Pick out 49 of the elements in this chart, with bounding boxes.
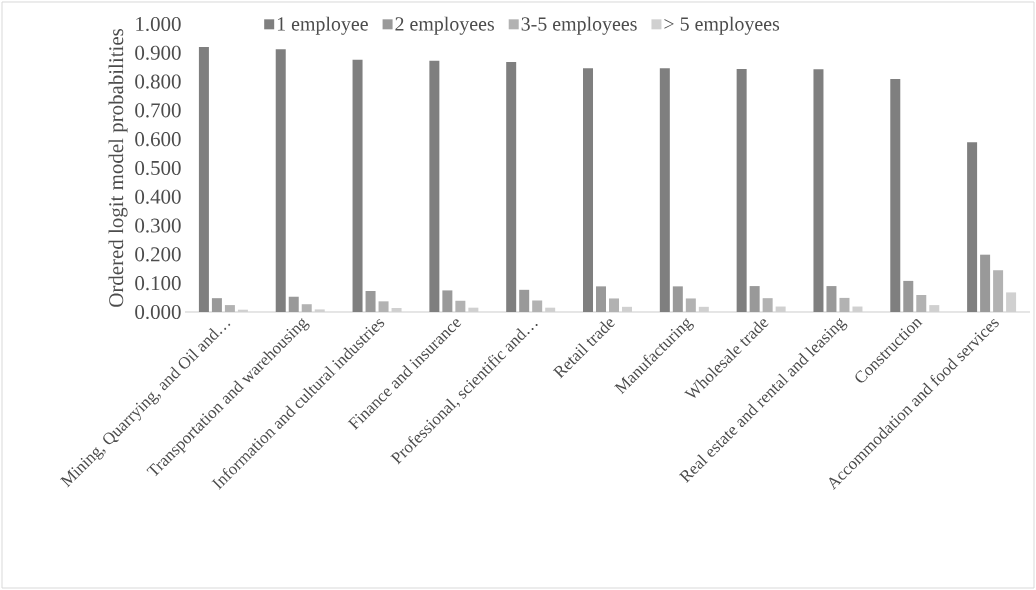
y-tick-label: 0.100 [135,276,181,291]
bar [609,298,620,312]
bar [967,142,978,312]
bar [442,290,453,312]
y-tick-label: 0.800 [135,74,181,89]
bar [301,304,312,312]
y-tick-label: 0.200 [135,247,181,262]
bar [749,286,760,312]
bar [583,68,593,312]
y-tick-label: 0.900 [135,45,181,60]
bar [993,270,1004,312]
bar [506,62,517,312]
legend-label: 1 employee [277,16,368,35]
bar [685,298,696,312]
bar [839,297,850,312]
bar [736,68,747,312]
bar [519,289,530,312]
bar [980,254,991,312]
bar [455,300,466,312]
bar [826,286,837,312]
bar [813,69,824,312]
y-tick-label: 0.000 [135,304,181,320]
bar [596,286,607,312]
bar [672,286,683,312]
y-tick-label: 0.300 [135,218,181,233]
bar [903,280,914,312]
bar [429,60,440,312]
y-tick-label: 0.400 [135,189,181,204]
y-tick-label: 1.000 [136,16,181,32]
bar [211,298,222,312]
legend-label: 3-5 employees [521,16,637,35]
bar [890,79,901,312]
bar [365,290,376,312]
legend-label: > 5 employees [664,16,780,35]
legend-label: 2 employees [395,16,494,35]
y-tick-label: 0.700 [135,103,181,118]
bar [224,305,235,312]
bar [288,296,299,312]
y-tick-label: 0.500 [135,160,181,176]
bar [275,49,286,312]
bar [916,295,927,312]
bar [659,68,670,312]
bar [762,298,773,312]
bar [352,59,363,312]
bar [198,47,209,312]
bar [378,301,389,312]
bar [532,300,543,312]
y-axis-title: Ordered logit model probabilities [108,28,128,307]
y-tick-label: 0.600 [135,132,181,147]
